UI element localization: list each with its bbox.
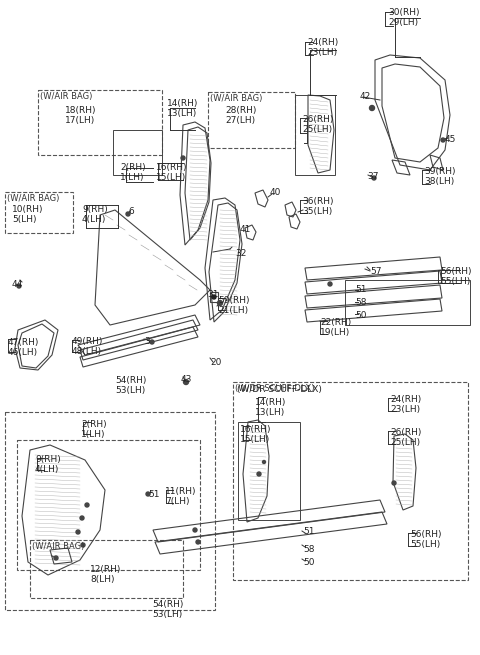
Text: (W/DR SCUFF-DLX): (W/DR SCUFF-DLX) [237, 385, 322, 394]
Text: 39(RH)
38(LH): 39(RH) 38(LH) [424, 167, 456, 187]
Text: 31: 31 [207, 290, 218, 299]
Bar [208, 92, 295, 148]
Circle shape [257, 472, 261, 476]
Text: 12(RH)
8(LH): 12(RH) 8(LH) [90, 565, 121, 584]
Text: 58: 58 [355, 298, 367, 307]
Bar [38, 90, 162, 155]
Text: (W/AIR BAG): (W/AIR BAG) [32, 542, 84, 551]
Text: 28(RH)
27(LH): 28(RH) 27(LH) [225, 106, 256, 125]
Bar [30, 540, 183, 598]
Circle shape [150, 340, 154, 344]
Circle shape [183, 379, 189, 384]
Circle shape [80, 516, 84, 520]
Circle shape [372, 176, 376, 180]
Text: 49(RH)
48(LH): 49(RH) 48(LH) [72, 337, 103, 356]
Circle shape [441, 138, 445, 142]
Circle shape [146, 492, 150, 496]
Text: (W/AIR BAG): (W/AIR BAG) [7, 194, 60, 203]
Text: 11(RH)
7(LH): 11(RH) 7(LH) [165, 487, 196, 506]
Circle shape [212, 295, 216, 299]
Text: 22(RH)
19(LH): 22(RH) 19(LH) [320, 318, 351, 337]
Text: 20: 20 [210, 358, 221, 367]
Text: (W/DR SCUFF-DLX): (W/DR SCUFF-DLX) [235, 384, 314, 393]
Circle shape [181, 156, 185, 160]
Text: (W/AIR BAG): (W/AIR BAG) [210, 94, 263, 103]
Text: 51: 51 [148, 490, 159, 499]
Bar [238, 422, 300, 520]
Text: 42: 42 [360, 92, 371, 101]
Circle shape [76, 530, 80, 534]
Circle shape [81, 543, 85, 547]
Bar [345, 280, 470, 325]
Circle shape [17, 284, 21, 288]
Text: 47(RH)
46(LH): 47(RH) 46(LH) [8, 338, 39, 358]
Text: 54(RH)
53(LH): 54(RH) 53(LH) [115, 376, 146, 396]
Text: 59(RH)
21(LH): 59(RH) 21(LH) [218, 296, 250, 316]
Text: 37: 37 [367, 172, 379, 181]
Text: 40: 40 [270, 188, 281, 197]
Text: 50: 50 [303, 558, 314, 567]
Text: 50: 50 [355, 311, 367, 320]
Text: 51: 51 [355, 285, 367, 294]
Text: 16(RH)
15(LH): 16(RH) 15(LH) [240, 425, 272, 444]
Text: 57: 57 [370, 267, 382, 276]
Text: 43: 43 [181, 375, 192, 384]
Circle shape [193, 528, 197, 532]
Text: 56(RH)
55(LH): 56(RH) 55(LH) [440, 267, 471, 286]
Text: 18(RH)
17(LH): 18(RH) 17(LH) [65, 106, 96, 125]
Circle shape [196, 540, 200, 544]
Circle shape [54, 556, 58, 560]
Text: 3: 3 [144, 337, 150, 346]
Bar [113, 130, 162, 175]
Text: 9(RH)
4(LH): 9(RH) 4(LH) [82, 205, 108, 225]
Circle shape [126, 212, 130, 216]
Text: 2(RH)
1(LH): 2(RH) 1(LH) [81, 420, 107, 440]
Circle shape [85, 503, 89, 507]
Circle shape [217, 301, 223, 305]
Text: 30(RH)
29(LH): 30(RH) 29(LH) [388, 8, 420, 28]
Bar [5, 412, 215, 610]
Bar [17, 440, 200, 570]
Text: 44: 44 [12, 280, 23, 289]
Text: 45: 45 [445, 135, 456, 144]
Circle shape [328, 282, 332, 286]
Bar [233, 382, 468, 580]
Text: 10(RH)
5(LH): 10(RH) 5(LH) [12, 205, 44, 225]
Circle shape [392, 481, 396, 485]
Text: 2(RH)
1(LH): 2(RH) 1(LH) [120, 163, 145, 182]
Text: (W/AIR BAG): (W/AIR BAG) [40, 92, 92, 101]
Text: 16(RH)
15(LH): 16(RH) 15(LH) [156, 163, 188, 182]
Text: 58: 58 [303, 545, 314, 554]
Text: 32: 32 [235, 249, 246, 258]
Bar [5, 192, 73, 233]
Text: 54(RH)
53(LH): 54(RH) 53(LH) [152, 600, 183, 620]
Text: 14(RH)
13(LH): 14(RH) 13(LH) [167, 99, 198, 119]
Circle shape [370, 105, 374, 111]
Text: 9(RH)
4(LH): 9(RH) 4(LH) [35, 455, 61, 474]
Text: 51: 51 [303, 527, 314, 536]
Text: 24(RH)
23(LH): 24(RH) 23(LH) [390, 395, 421, 415]
Text: 26(RH)
25(LH): 26(RH) 25(LH) [390, 428, 421, 447]
Text: 41: 41 [240, 225, 252, 234]
Text: 36(RH)
35(LH): 36(RH) 35(LH) [302, 197, 334, 216]
Bar [295, 95, 335, 175]
Text: 24(RH)
23(LH): 24(RH) 23(LH) [307, 38, 338, 58]
Circle shape [263, 460, 265, 464]
Text: 6: 6 [128, 207, 134, 216]
Text: 14(RH)
13(LH): 14(RH) 13(LH) [255, 398, 287, 417]
Text: 26(RH)
25(LH): 26(RH) 25(LH) [302, 115, 334, 134]
Text: 56(RH)
55(LH): 56(RH) 55(LH) [410, 530, 442, 550]
